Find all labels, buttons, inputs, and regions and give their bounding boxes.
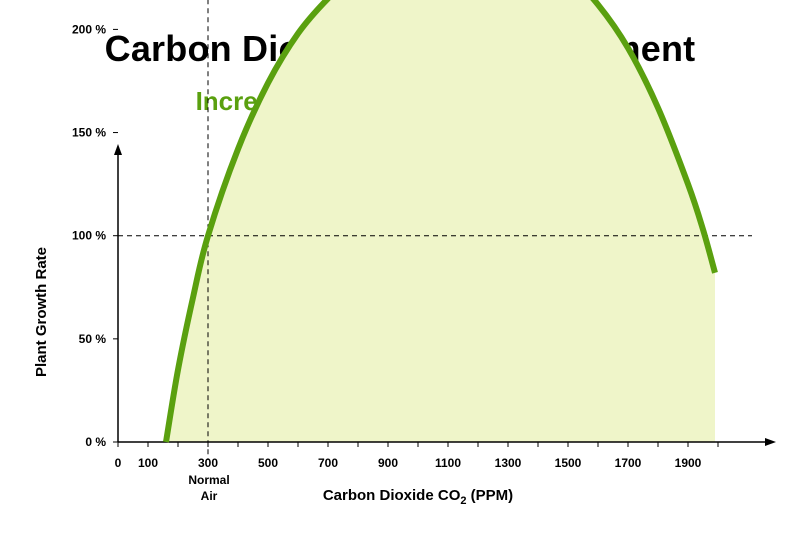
x-tick-label: 1500 bbox=[555, 456, 582, 470]
x-tick-label: 300 bbox=[198, 456, 218, 470]
x-tick-label: 1100 bbox=[435, 456, 461, 470]
x-tick-label: 1900 bbox=[675, 456, 702, 470]
y-tick-label: 50 % bbox=[79, 332, 107, 346]
x-tick-label: 900 bbox=[378, 456, 398, 470]
normal-air-label: Air bbox=[201, 489, 218, 503]
y-axis-title: Plant Growth Rate bbox=[33, 247, 50, 377]
x-tick-label: 0 bbox=[115, 456, 122, 470]
growth-area-fill bbox=[166, 0, 715, 442]
normal-air-label: Normal bbox=[188, 473, 229, 487]
y-tick-label: 150 % bbox=[72, 126, 106, 140]
x-tick-label: 700 bbox=[318, 456, 338, 470]
y-axis-arrow-icon bbox=[114, 144, 122, 155]
x-axis-title: Carbon Dioxide CO2 (PPM) bbox=[323, 487, 513, 507]
y-tick-label: 100 % bbox=[72, 229, 106, 243]
x-axis-arrow-icon bbox=[765, 438, 776, 446]
x-tick-label: 1300 bbox=[495, 456, 522, 470]
x-tick-label: 1700 bbox=[615, 456, 642, 470]
y-tick-label: 200 % bbox=[72, 22, 106, 36]
x-tick-label: 100 bbox=[138, 456, 158, 470]
y-tick-label: 0 % bbox=[85, 435, 106, 449]
growth-rate-curve bbox=[163, 0, 718, 443]
x-tick-label: 500 bbox=[258, 456, 278, 470]
